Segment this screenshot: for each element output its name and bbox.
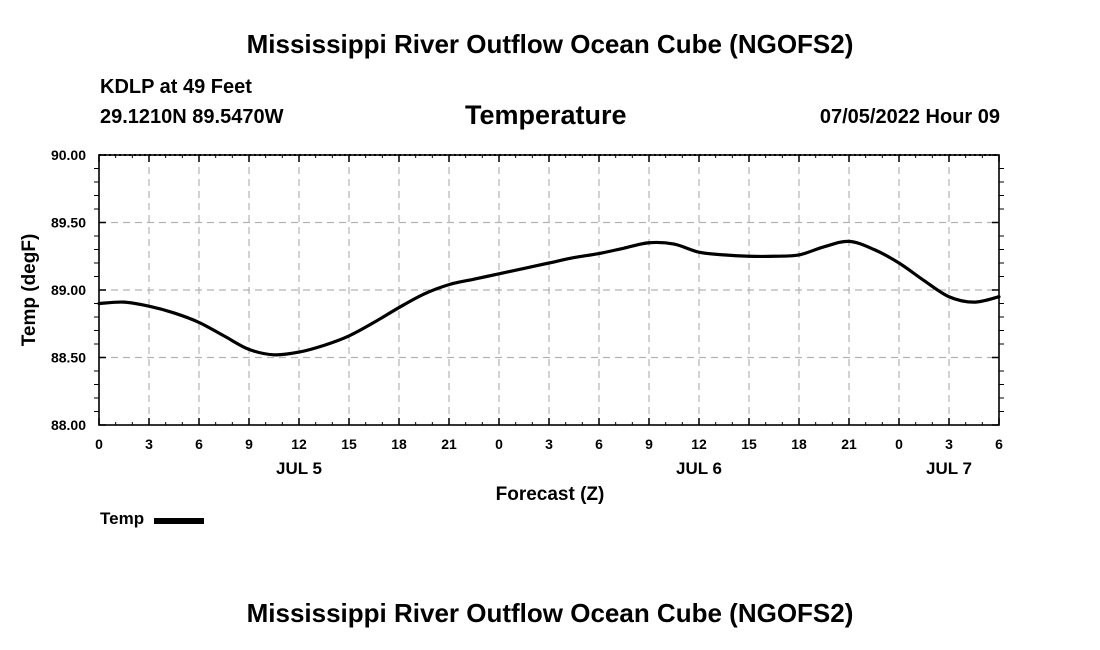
legend-line-swatch — [154, 517, 205, 524]
y-tick-label: 88.50 — [51, 350, 86, 366]
x-tick-label: 18 — [791, 436, 807, 452]
x-tick-label: 6 — [595, 436, 603, 452]
legend: Temp — [100, 509, 205, 529]
x-tick-label: 3 — [945, 436, 953, 452]
tick-labels: 0 3 6 9 12 15 18 21 0 3 6 9 12 15 18 21 0 3 6 88.00 88.50 89.… — [51, 147, 1003, 478]
temperature-series-line — [97, 239, 1001, 357]
legend-label: Temp — [100, 509, 145, 528]
x-tick-label: 9 — [245, 436, 253, 452]
x-tick-label: 12 — [691, 436, 707, 452]
footer-title: Mississippi River Outflow Ocean Cube (NG… — [246, 598, 854, 628]
x-tick-label: 0 — [95, 436, 103, 452]
x-tick-label: 21 — [841, 436, 857, 452]
forecast-datetime: 07/05/2022 Hour 09 — [819, 106, 1000, 128]
x-tick-label: 15 — [741, 436, 757, 452]
x-tick-label: 9 — [645, 436, 653, 452]
station-label: KDLP at 49 Feet — [100, 76, 252, 98]
date-label: JUL 6 — [676, 459, 722, 478]
x-tick-label: 12 — [291, 436, 307, 452]
y-tick-label: 89.50 — [51, 215, 86, 231]
axis-ticks — [94, 154, 1004, 426]
x-tick-label: 3 — [145, 436, 153, 452]
x-tick-label: 0 — [495, 436, 503, 452]
date-label: JUL 5 — [276, 459, 322, 478]
y-tick-label: 88.00 — [51, 417, 86, 433]
x-tick-label: 15 — [341, 436, 357, 452]
variable-title: Temperature — [465, 100, 627, 130]
date-label: JUL 7 — [926, 459, 972, 478]
coordinates-label: 29.1210N 89.5470W — [100, 106, 284, 128]
y-tick-label: 89.00 — [51, 282, 86, 298]
x-tick-label: 6 — [195, 436, 203, 452]
x-tick-label: 6 — [995, 436, 1003, 452]
x-axis-label: Forecast (Z) — [496, 484, 605, 505]
x-tick-label: 18 — [391, 436, 407, 452]
y-axis-label: Temp (degF) — [19, 234, 40, 347]
y-tick-label: 90.00 — [51, 147, 86, 163]
chart-title: Mississippi River Outflow Ocean Cube (NG… — [246, 29, 854, 59]
x-tick-label: 21 — [441, 436, 457, 452]
grid — [99, 154, 999, 425]
x-tick-label: 3 — [545, 436, 553, 452]
x-tick-label: 0 — [895, 436, 903, 452]
plot-frame — [98, 154, 1000, 426]
